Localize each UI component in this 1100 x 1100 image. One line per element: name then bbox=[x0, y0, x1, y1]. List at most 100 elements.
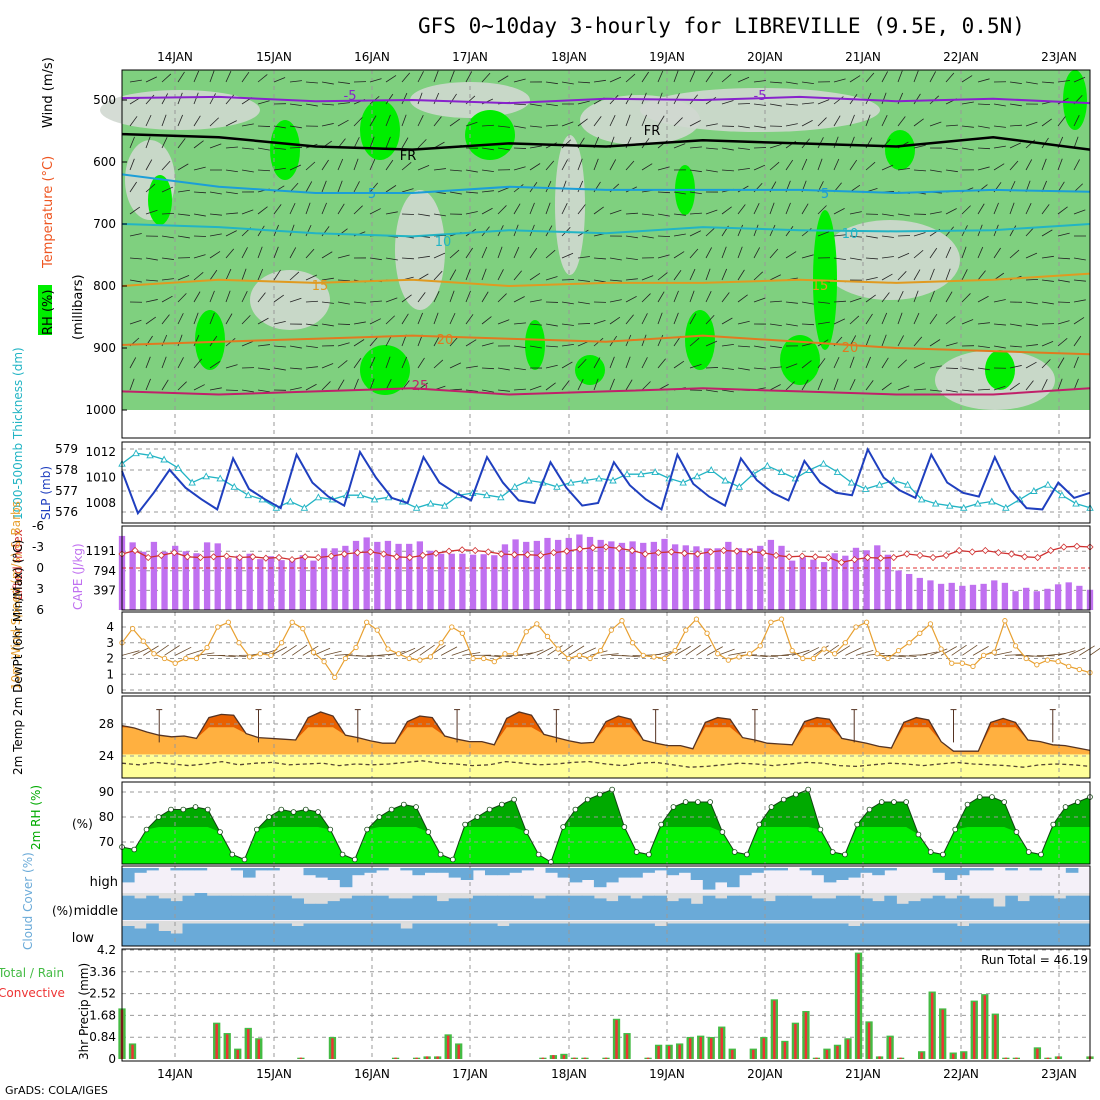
precip-conv-bar bbox=[1057, 1056, 1060, 1059]
cloud-bar-low bbox=[1029, 923, 1043, 946]
wind-barb bbox=[753, 125, 766, 129]
thickness-point bbox=[917, 495, 926, 503]
li-point bbox=[314, 553, 322, 562]
wind-speed-point bbox=[289, 619, 295, 625]
wind-barb-10m bbox=[696, 644, 712, 656]
cloud-bar-middle bbox=[642, 895, 655, 920]
wind-barb bbox=[801, 301, 814, 305]
wind-barb bbox=[929, 121, 942, 127]
wind-speed-point bbox=[555, 646, 561, 652]
cape-bar bbox=[512, 539, 519, 610]
cloud-bar-middle bbox=[908, 901, 922, 920]
wind-barb-10m bbox=[972, 646, 989, 656]
wind-barb bbox=[577, 279, 590, 282]
wind-barb bbox=[849, 297, 862, 303]
li-point bbox=[288, 556, 296, 564]
cape-bar bbox=[788, 560, 796, 610]
pressure-tick-label: 600 bbox=[93, 155, 116, 169]
wind-barb bbox=[369, 136, 375, 149]
cloud-bar-middle bbox=[243, 895, 256, 920]
rh2m-point bbox=[584, 796, 591, 803]
wind-barb bbox=[881, 115, 888, 127]
wind-barb bbox=[737, 125, 750, 129]
wind-barb bbox=[465, 211, 478, 215]
wind-barb bbox=[977, 322, 990, 325]
wind-barb bbox=[753, 247, 761, 259]
wind-barb-10m bbox=[324, 650, 342, 656]
wind-speed-point bbox=[927, 621, 934, 627]
cloud-bar-middle bbox=[714, 898, 728, 920]
wind-barb bbox=[369, 158, 376, 171]
wind-barb bbox=[1025, 344, 1038, 347]
thickness-point bbox=[1058, 491, 1066, 499]
wind-barb bbox=[225, 364, 238, 369]
li-point bbox=[955, 546, 963, 555]
li-point bbox=[249, 553, 257, 561]
slp-tick-label: 1012 bbox=[85, 445, 116, 459]
cloud-bar-high bbox=[521, 868, 534, 871]
wind-speed-point bbox=[938, 646, 944, 652]
wind-barb bbox=[833, 234, 846, 237]
wind-barb bbox=[673, 117, 683, 127]
wind-barb bbox=[609, 299, 622, 303]
wind-barb bbox=[433, 70, 439, 83]
rh2m-point bbox=[572, 806, 579, 813]
rh2m-point bbox=[866, 806, 873, 813]
cloud-bar-middle bbox=[388, 898, 401, 920]
cape-bar bbox=[1023, 587, 1030, 610]
wind-barb bbox=[289, 146, 303, 149]
wind-barb bbox=[513, 203, 521, 215]
wind-barb bbox=[257, 268, 264, 281]
wind-barb bbox=[913, 169, 926, 172]
cloud-bar-high bbox=[775, 868, 788, 871]
wind-barb bbox=[817, 205, 827, 215]
cloud-bar-high bbox=[146, 868, 159, 871]
wind-speed-point bbox=[151, 651, 157, 657]
cloud-bar-low bbox=[739, 923, 752, 946]
wind-barb bbox=[321, 251, 333, 259]
cloud-bar-high bbox=[569, 868, 583, 883]
wind-barb bbox=[545, 180, 552, 193]
thickness-tick-label: 576 bbox=[55, 505, 78, 519]
precip-conv-bar bbox=[688, 1038, 692, 1059]
li-point bbox=[144, 553, 152, 562]
wind-barb bbox=[545, 323, 558, 327]
li-point bbox=[275, 553, 283, 562]
thickness-point bbox=[679, 478, 687, 486]
wind-barb bbox=[161, 160, 171, 171]
wind-barb bbox=[689, 146, 702, 149]
cloud-bar-high bbox=[436, 868, 450, 873]
date-label-top: 20JAN bbox=[747, 50, 783, 64]
li-point bbox=[196, 553, 205, 562]
cloud-bar-middle bbox=[630, 898, 643, 920]
rh2m-point bbox=[952, 826, 959, 833]
wind-barb bbox=[673, 143, 686, 149]
date-label-top: 18JAN bbox=[551, 50, 587, 64]
wind-barb bbox=[657, 70, 664, 83]
wind-barb bbox=[273, 167, 286, 171]
wind-barb bbox=[353, 378, 359, 391]
wind-barb bbox=[577, 158, 583, 171]
cape-bar bbox=[778, 545, 785, 610]
rh2m-point bbox=[241, 856, 248, 863]
rh2m-point bbox=[339, 851, 346, 858]
wind-barb bbox=[177, 163, 189, 171]
wind-barb bbox=[177, 275, 190, 281]
wind-barb bbox=[417, 92, 423, 105]
wind-barb bbox=[801, 203, 809, 215]
isotherm-20 bbox=[121, 334, 1091, 356]
pressure-tick-label: 1000 bbox=[85, 403, 116, 417]
wind-barb bbox=[897, 167, 910, 171]
thickness-point bbox=[1044, 480, 1052, 488]
wind-barb bbox=[1073, 317, 1085, 325]
wind-barb bbox=[177, 138, 186, 149]
wind-speed-point bbox=[906, 640, 912, 646]
wind-barb bbox=[193, 191, 206, 194]
wind-barb bbox=[929, 268, 935, 281]
cloud-bar-low bbox=[134, 928, 147, 946]
wind-barb bbox=[961, 205, 971, 215]
cloud-bar-high bbox=[303, 868, 317, 876]
cape-tick-label: 397 bbox=[93, 583, 116, 597]
wind-barb bbox=[721, 268, 728, 281]
li-point bbox=[916, 551, 924, 559]
